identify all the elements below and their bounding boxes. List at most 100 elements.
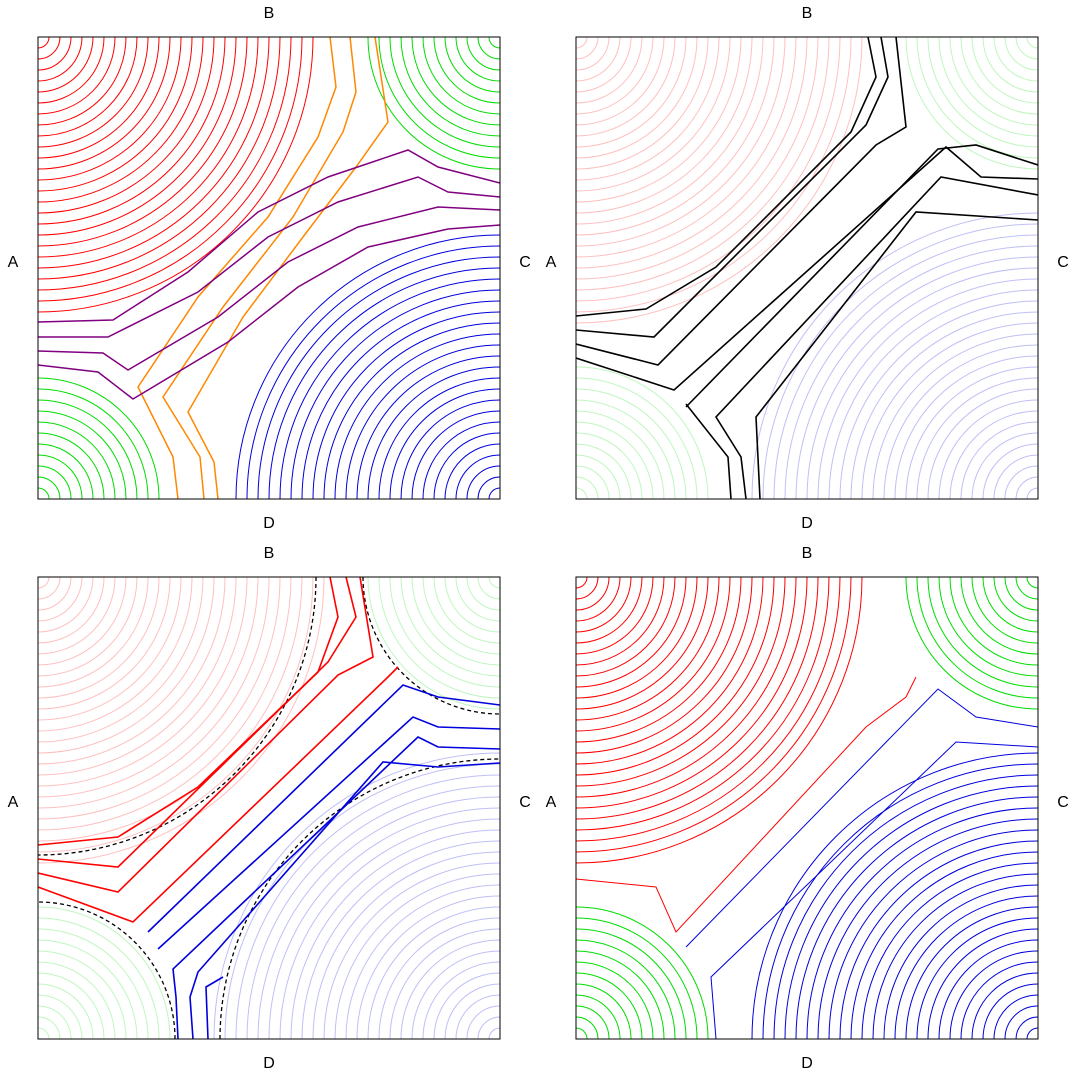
contour-line	[38, 577, 357, 868]
contour-arc	[576, 37, 775, 236]
contour-arc	[38, 972, 105, 1039]
contour-arc	[38, 37, 182, 181]
contour-arc	[576, 577, 610, 611]
contour-arc	[576, 37, 841, 302]
contour-arc	[38, 37, 171, 170]
contour-arc	[301, 300, 500, 499]
contour-arc	[38, 37, 50, 49]
contour-arc	[839, 300, 1038, 499]
contour-arc	[455, 454, 500, 499]
contour-arc	[38, 1027, 50, 1039]
contour-arc	[38, 377, 160, 499]
contour-arc	[38, 37, 215, 214]
contour-arc	[38, 917, 160, 1039]
contour-arc	[971, 37, 1038, 104]
contour-arc	[576, 37, 687, 148]
contour-arc	[38, 399, 138, 499]
contour-arc	[927, 37, 1038, 148]
contour-arc	[38, 454, 83, 499]
contour-line	[755, 211, 1038, 499]
contour-arc	[38, 577, 314, 853]
contour-arc	[576, 928, 687, 1039]
contour-line	[685, 688, 1038, 948]
contour-arc	[905, 906, 1038, 1039]
contour-arc	[38, 577, 72, 611]
contour-arc	[1026, 1027, 1038, 1039]
contour-arc	[367, 37, 500, 170]
contour-arc	[828, 289, 1038, 499]
contour-arc	[806, 267, 1038, 499]
contour-arc	[576, 961, 654, 1039]
contour-arc	[938, 577, 1038, 677]
contour-arc	[38, 577, 215, 754]
contour-arc	[38, 577, 105, 644]
contour-line	[576, 37, 907, 366]
contour-arc	[850, 311, 1038, 499]
contour-arc	[960, 37, 1038, 115]
contour-line	[576, 37, 877, 317]
contour-arc	[356, 895, 500, 1039]
contour-arc	[576, 917, 698, 1039]
contour-arc	[444, 577, 500, 633]
contour-arc	[38, 1016, 61, 1039]
contour-arc	[378, 917, 500, 1039]
label-top: B	[802, 545, 813, 562]
contour-arc	[411, 410, 500, 499]
contour-arc	[38, 577, 292, 831]
contour-arc	[993, 37, 1038, 82]
contour-arc	[916, 37, 1038, 159]
contour-arc	[1015, 37, 1038, 60]
contour-arc	[576, 37, 742, 203]
contour-arc	[576, 37, 797, 258]
contour-arc	[576, 37, 621, 82]
contour-arc	[422, 421, 500, 499]
contour-arc	[905, 366, 1038, 499]
contour-arc	[949, 950, 1038, 1039]
plot-area	[576, 577, 1038, 1039]
panel: B D A C	[8, 5, 531, 532]
contour-arc	[576, 577, 819, 820]
contour-arc	[389, 37, 500, 148]
contour-arc	[38, 37, 149, 148]
contour-arc	[38, 37, 116, 115]
contour-arc	[576, 432, 643, 499]
contour-line	[710, 741, 1038, 1039]
contour-arc	[576, 37, 764, 225]
contour-arc	[861, 862, 1038, 1039]
contour-arc	[345, 344, 500, 499]
contour-arc	[345, 884, 500, 1039]
label-right: C	[519, 794, 531, 811]
contour-arc	[279, 278, 500, 499]
contour-arc	[38, 37, 248, 247]
contour-arc	[850, 851, 1038, 1039]
contour-line	[38, 206, 500, 371]
contour-arc	[905, 37, 1038, 170]
contour-arc	[576, 577, 808, 809]
contour-arc	[488, 577, 500, 589]
contour-arc	[389, 928, 500, 1039]
contour-line	[576, 676, 917, 933]
contour-arc	[444, 443, 500, 499]
contour-arc	[268, 267, 500, 499]
contour-arc	[576, 577, 687, 688]
contour-arc	[38, 37, 72, 71]
contour-arc	[982, 443, 1038, 499]
contour-arc	[38, 37, 127, 126]
contour-arc	[219, 758, 500, 1039]
contour-arc	[576, 421, 654, 499]
contour-arc	[1015, 476, 1038, 499]
contour-line	[576, 37, 889, 338]
label-left: A	[546, 794, 557, 811]
contour-arc	[38, 37, 314, 313]
contour-arc	[38, 37, 83, 82]
contour-arc	[817, 818, 1038, 1039]
contour-arc	[477, 37, 500, 60]
label-top: B	[264, 5, 275, 22]
contour-arc	[38, 577, 83, 622]
label-left: A	[8, 794, 19, 811]
contour-arc	[38, 577, 325, 864]
contour-arc	[1004, 465, 1038, 499]
contour-arc	[916, 377, 1038, 499]
contour-arc	[38, 37, 138, 137]
contour-arc	[576, 37, 819, 280]
